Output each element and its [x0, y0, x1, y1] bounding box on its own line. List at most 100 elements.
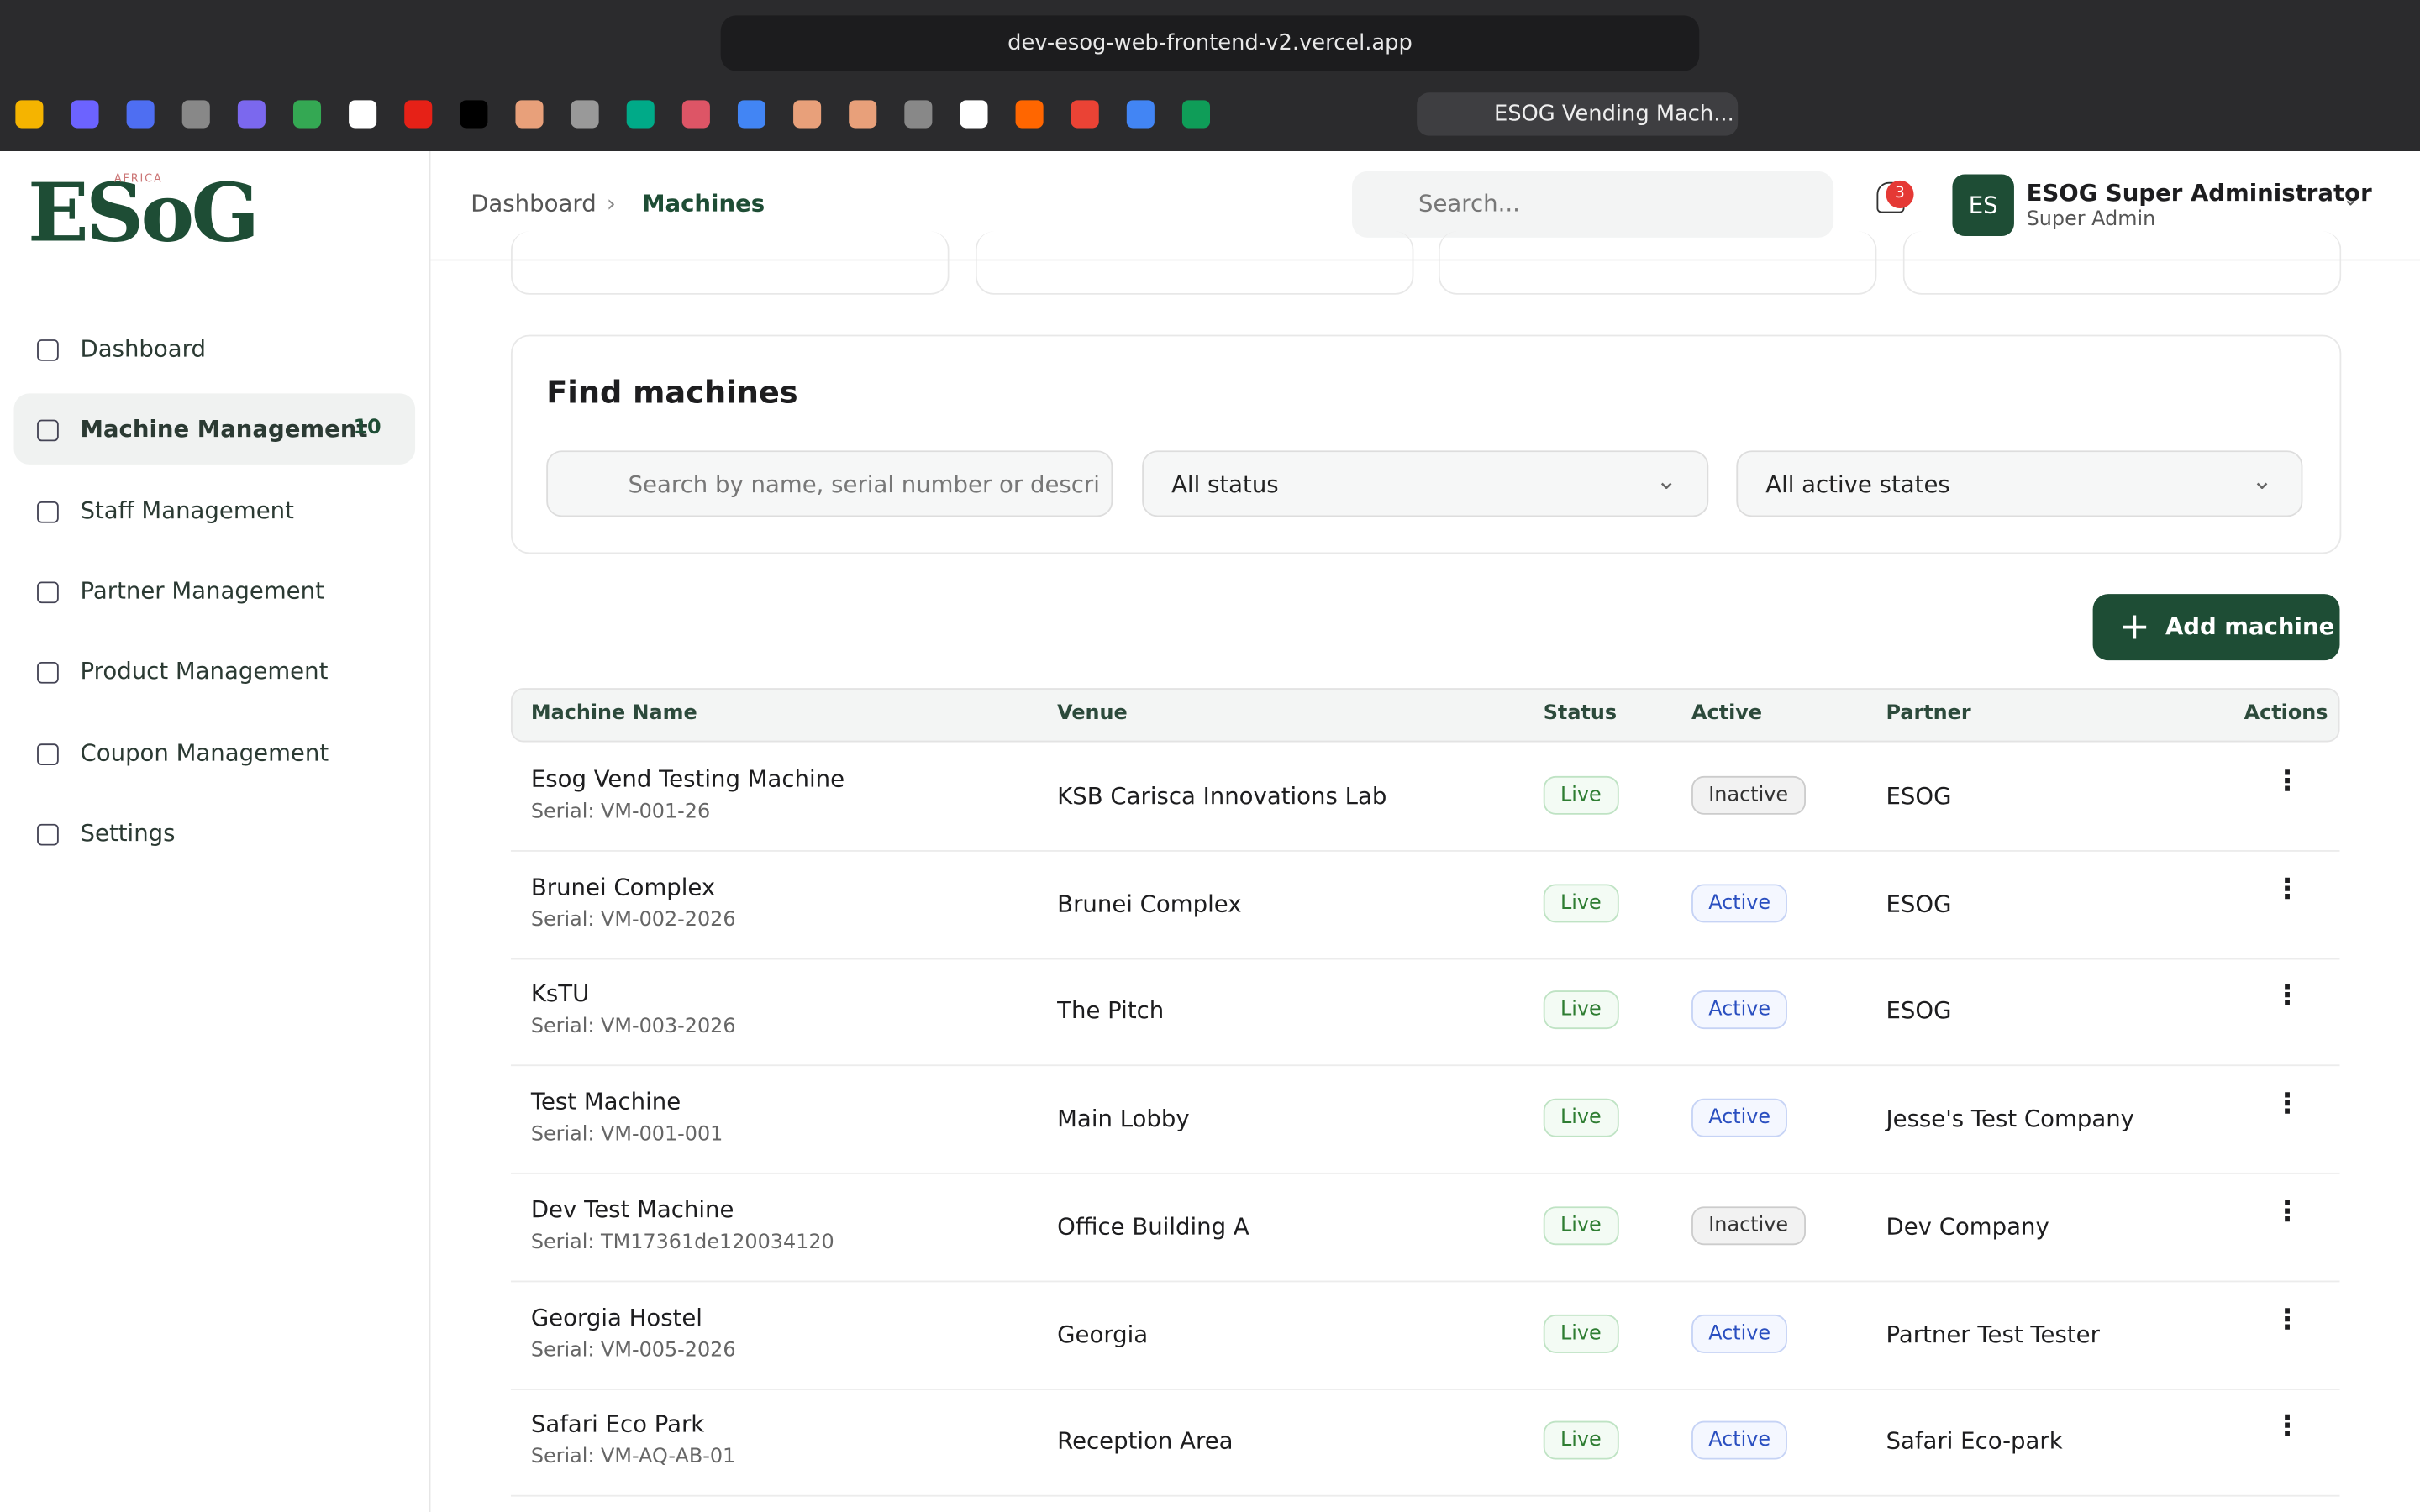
- machine-name: KsTU: [530, 980, 590, 1009]
- partner: Partner Test Tester: [1886, 1320, 2100, 1348]
- sidebar: [0, 151, 431, 1512]
- user-menu-chevron[interactable]: ⌄: [2343, 188, 2359, 210]
- active-pill: Active: [1691, 1098, 1788, 1137]
- machine-serial: Serial: VM-003-2026: [530, 1016, 736, 1039]
- machine-serial: Serial: VM-AQ-AB-01: [530, 1446, 736, 1469]
- active-select[interactable]: All active states: [1736, 450, 2303, 517]
- nav-item[interactable]: Coupon Management: [14, 717, 416, 787]
- logo[interactable]: ESoG: [28, 166, 260, 261]
- nav-item[interactable]: Dashboard: [14, 313, 416, 384]
- bookmark-icon[interactable]: [681, 100, 710, 129]
- status-select[interactable]: All status: [1142, 450, 1709, 517]
- machine-serial: Serial: VM-005-2026: [530, 1338, 736, 1362]
- active-pill: Active: [1691, 883, 1788, 922]
- nav-icon: [37, 823, 59, 846]
- row-actions[interactable]: ⋮: [2273, 1410, 2302, 1443]
- row-actions[interactable]: ⋮: [2273, 1088, 2302, 1121]
- address-bar[interactable]: dev-esog-web-frontend-v2.vercel.app: [720, 15, 1700, 71]
- row-actions[interactable]: ⋮: [2273, 980, 2302, 1013]
- notification-count: 3: [1886, 180, 1914, 208]
- status-pill: Live: [1543, 775, 1618, 815]
- bookmark-icon[interactable]: [126, 100, 155, 129]
- bookmark-icon[interactable]: [1015, 100, 1044, 129]
- partner: Jesse's Test Company: [1886, 1105, 2135, 1133]
- row-actions[interactable]: ⋮: [2273, 1303, 2302, 1336]
- avatar[interactable]: ES: [1952, 174, 2014, 237]
- machine-serial: Serial: TM17361de120034120: [530, 1231, 834, 1254]
- table-row: [510, 1173, 2340, 1282]
- nav-item[interactable]: Partner Management: [14, 555, 416, 626]
- nav-icon: [37, 420, 59, 442]
- column-header: Actions: [2244, 701, 2328, 726]
- column-header: Status: [1543, 701, 1618, 726]
- nav-label: Partner Management: [80, 576, 324, 605]
- bookmark-icon[interactable]: [626, 100, 655, 129]
- status-pill: Live: [1543, 1313, 1618, 1352]
- bookmark-icon[interactable]: [1126, 100, 1155, 129]
- filter-card: [510, 334, 2342, 554]
- table-row: [510, 1388, 2340, 1497]
- bookmark-icon[interactable]: [292, 100, 322, 129]
- bookmark-icon[interactable]: [237, 100, 266, 129]
- bookmark-icon[interactable]: [904, 100, 933, 129]
- nav-label: Settings: [80, 818, 176, 847]
- bookmark-icon[interactable]: [404, 100, 433, 129]
- table-row: [510, 742, 2340, 852]
- nav-label: Dashboard: [80, 334, 207, 363]
- machine-search[interactable]: Search by name, serial number or descri: [546, 450, 1113, 517]
- partner: Safari Eco-park: [1886, 1427, 2063, 1456]
- machine-serial: Serial: VM-001-001: [530, 1123, 723, 1147]
- bookmark-icon[interactable]: [71, 100, 99, 129]
- bookmark-icon[interactable]: [1071, 100, 1099, 129]
- active-pill: Active: [1691, 990, 1788, 1030]
- stat-card: [1902, 231, 2342, 295]
- breadcrumb[interactable]: Dashboard: [471, 189, 597, 218]
- bookmark-icon[interactable]: [960, 100, 988, 129]
- bookmark-icon[interactable]: [571, 100, 599, 129]
- bookmark-icon[interactable]: [182, 100, 210, 129]
- bookmark-icon[interactable]: [460, 100, 488, 129]
- machine-serial: Serial: VM-002-2026: [530, 908, 736, 932]
- status-pill: Live: [1543, 883, 1618, 922]
- nav-badge: 10: [353, 417, 381, 441]
- bookmark-icon[interactable]: [1181, 100, 1211, 129]
- nav-item[interactable]: Staff Management: [14, 475, 416, 545]
- table-row: [510, 1065, 2340, 1174]
- machine-serial: Serial: VM-001-26: [530, 801, 711, 824]
- nav-icon: [37, 501, 59, 522]
- nav-item[interactable]: Product Management: [14, 636, 416, 706]
- nav-icon: [37, 339, 59, 361]
- nav-label: Product Management: [80, 657, 329, 685]
- table-row: [510, 957, 2340, 1067]
- active-pill: Inactive: [1691, 775, 1806, 815]
- venue: Reception Area: [1057, 1427, 1234, 1456]
- bookmark-icon[interactable]: [737, 100, 766, 129]
- column-header: Partner: [1886, 701, 1971, 726]
- row-actions[interactable]: ⋮: [2273, 1195, 2302, 1228]
- bookmark-icon[interactable]: [15, 100, 44, 129]
- global-search[interactable]: Search...: [1351, 171, 1834, 238]
- bookmark-icon[interactable]: [793, 100, 822, 129]
- nav-label: Machine Management: [80, 415, 368, 444]
- status-pill: Live: [1543, 1420, 1618, 1460]
- bookmark-icon[interactable]: [349, 100, 377, 129]
- bookmark-icon[interactable]: [515, 100, 544, 129]
- nav-icon: [37, 743, 59, 765]
- filter-title: Find machines: [546, 373, 798, 411]
- bookmarks-bar: [15, 100, 1211, 129]
- venue: Georgia: [1057, 1320, 1149, 1348]
- user-name: ESOG Super Administrator: [2026, 179, 2372, 207]
- nav-item[interactable]: Machine Management 10: [13, 393, 416, 465]
- table-header: [510, 688, 2340, 743]
- stat-card: [975, 231, 1414, 295]
- nav-item[interactable]: Settings: [14, 797, 416, 868]
- active-tab[interactable]: ESOG Vending Mach...: [1417, 92, 1739, 136]
- row-actions[interactable]: ⋮: [2273, 765, 2302, 798]
- machine-name: Test Machine: [530, 1088, 681, 1116]
- bookmark-icon[interactable]: [849, 100, 877, 129]
- status-pill: Live: [1543, 1098, 1618, 1137]
- row-actions[interactable]: ⋮: [2273, 873, 2302, 906]
- stat-card: [1438, 231, 1877, 295]
- nav-label: Coupon Management: [80, 738, 329, 766]
- add-machine-button[interactable]: Add machine: [2092, 594, 2340, 661]
